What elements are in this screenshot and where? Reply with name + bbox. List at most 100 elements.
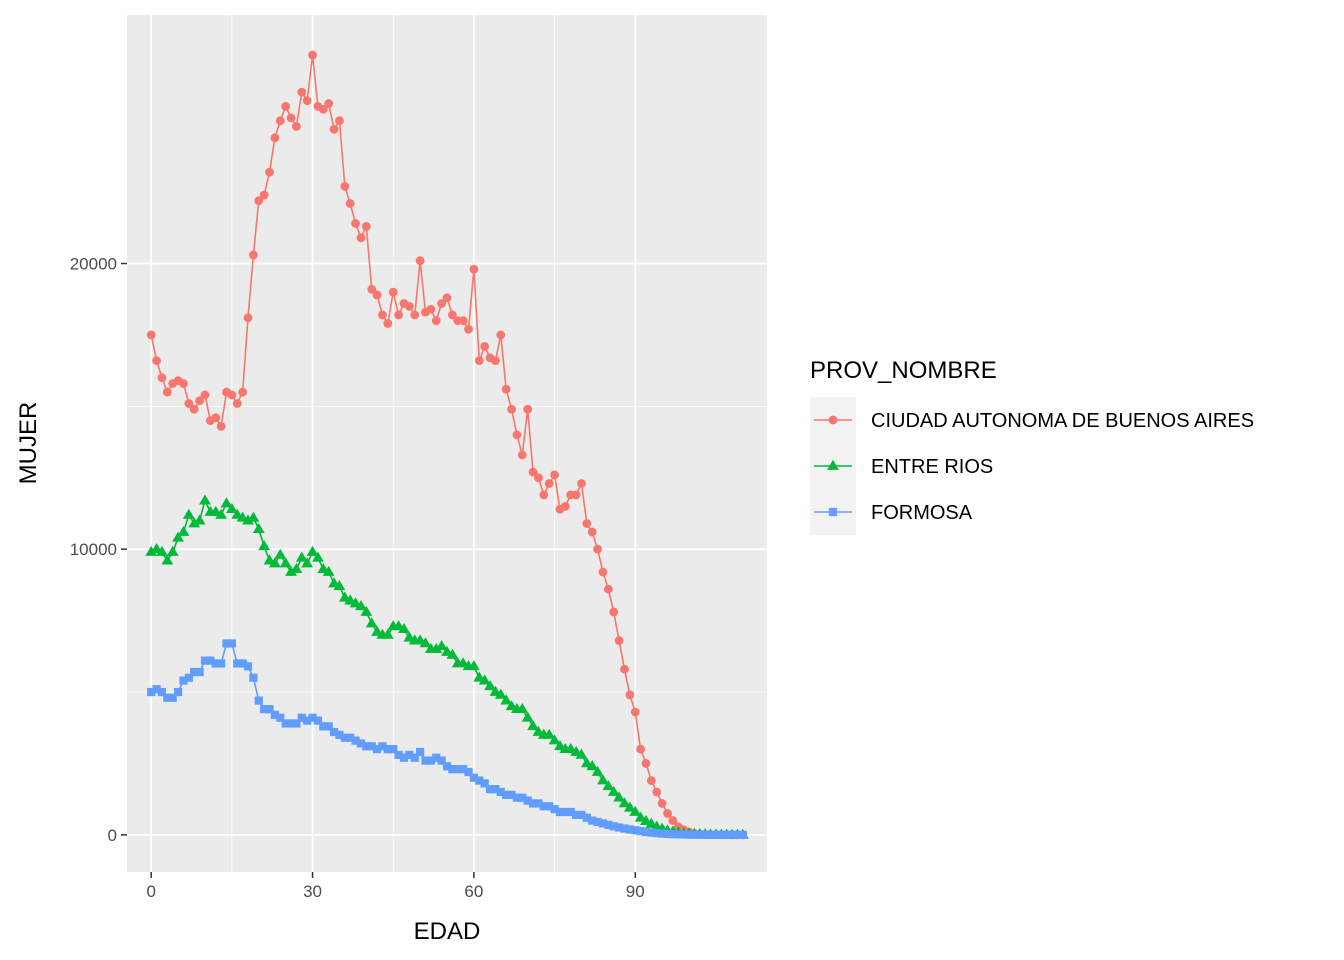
data-point [474,356,484,366]
data-point [297,713,306,722]
data-point [388,287,398,297]
x-tick-label: 0 [146,882,155,901]
data-point [543,728,556,739]
data-point [602,780,615,791]
data-point [383,745,392,754]
data-point [259,190,269,200]
x-tick-label: 30 [303,882,322,901]
data-point [308,713,317,722]
data-point [351,219,360,228]
data-point [646,776,656,785]
data-point [302,96,312,106]
data-point [512,430,522,440]
data-point [162,387,172,397]
y-tick-label: 10000 [70,540,117,559]
data-point [367,742,376,751]
data-point [609,822,618,831]
data-point [615,823,624,832]
data-point [295,551,308,562]
data-point [225,503,238,514]
data-point [609,607,619,617]
data-point [306,545,319,556]
data-point [690,830,699,839]
data-point [177,525,190,536]
data-point [496,787,505,797]
data-point [381,628,394,639]
data-point [312,551,324,562]
data-point [152,685,161,694]
data-point [516,702,529,714]
data-point [351,736,360,745]
data-point [260,705,269,714]
data-point [258,540,271,551]
data-point [430,642,443,654]
data-point [404,301,414,311]
data-point [658,829,667,838]
data-point [265,167,274,177]
data-point [360,605,373,616]
data-point [544,479,554,488]
data-point [501,384,511,394]
data-point [426,756,435,765]
data-point [727,830,737,839]
data-point [502,790,511,799]
data-point [534,799,543,808]
data-point [168,693,177,702]
data-point [561,807,570,817]
data-point [629,805,642,816]
data-point [163,693,172,702]
data-point [166,545,179,556]
data-point [475,776,484,785]
data-point [243,313,253,323]
series-3 [147,639,747,839]
data-point [695,830,704,839]
data-point [200,390,210,400]
data-point [437,756,446,765]
data-point [243,662,253,671]
data-point [539,802,548,811]
data-point [324,99,334,108]
data-point [598,819,608,828]
data-point [292,122,301,131]
legend-key-marker [827,459,839,470]
data-point [663,809,672,818]
data-point [684,830,694,839]
data-point [254,696,263,705]
data-point [227,639,236,648]
data-point [636,827,645,836]
data-point [480,779,489,788]
data-point [582,519,592,528]
y-axis: 0 10000 20000 [70,255,127,845]
data-point [405,750,414,759]
data-point [335,116,344,126]
data-point [550,805,559,814]
data-point [184,399,194,408]
data-point [346,733,355,742]
data-point [587,527,597,537]
data-point [711,830,721,839]
data-point [152,356,161,366]
data-point [290,562,303,574]
data-point [663,829,672,838]
data-point [356,739,366,748]
data-point [189,404,199,414]
data-point [281,719,290,728]
data-point [528,799,538,808]
legend-key-marker [828,507,838,517]
data-point [631,826,640,835]
legend-label: ENTRE RIOS [871,456,993,478]
data-point [233,659,242,668]
data-point [603,584,613,594]
data-point [285,565,297,576]
data-point [478,674,491,685]
data-point [491,356,500,366]
data-point [494,688,507,699]
data-point [394,310,403,320]
data-point [286,719,296,728]
data-point [738,830,747,839]
data-point [361,221,371,231]
data-point [193,514,206,525]
legend-label: FORMOSA [871,502,973,524]
data-point [604,820,613,829]
data-point [571,810,581,819]
